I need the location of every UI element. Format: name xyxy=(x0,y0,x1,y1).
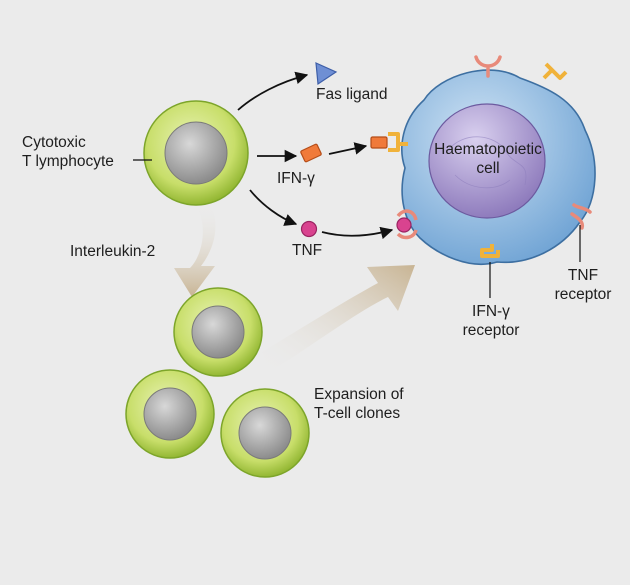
ifn-to-receptor-arrow xyxy=(328,142,368,155)
expansion-label: Expansion of T-cell clones xyxy=(314,385,404,423)
t-cell-clone xyxy=(220,388,310,478)
fas-ligand-label: Fas ligand xyxy=(316,86,388,103)
tnf-receptor-bound xyxy=(396,209,418,240)
interleukin-label: Interleukin-2 xyxy=(70,243,156,260)
cytotoxic-t-lymphocyte xyxy=(143,100,249,206)
t-cell-clone xyxy=(125,369,215,459)
ctl-label-line1: Cytotoxic xyxy=(22,134,86,151)
expansion-to-target-arrow xyxy=(262,265,415,372)
fas-ligand-icon xyxy=(315,62,338,86)
expansion-label-line1: Expansion of xyxy=(314,386,404,403)
tnf-arrow xyxy=(249,189,298,226)
ctl-label-line2: T lymphocyte xyxy=(22,153,114,170)
tnf-to-receptor-arrow xyxy=(321,226,394,240)
tnf-receptor-label: TNF receptor xyxy=(540,266,626,304)
ctl-label: Cytotoxic T lymphocyte xyxy=(22,133,114,171)
ifn-receptor-top-right xyxy=(542,62,568,80)
tnf-receptor-top xyxy=(474,55,502,78)
haematopoietic-label-line1: Haematopoietic xyxy=(434,141,542,158)
ifn-label: IFN-γ xyxy=(277,170,315,187)
tnf-icon xyxy=(300,220,318,238)
tnf-label: TNF xyxy=(292,242,323,259)
ifn-receptor-label: IFN-γ receptor xyxy=(448,302,534,340)
expansion-label-line2: T-cell clones xyxy=(314,405,401,422)
fas-ligand-arrow xyxy=(237,71,309,111)
haematopoietic-label: Haematopoietic cell xyxy=(428,140,548,178)
ifn-gamma-icon xyxy=(300,143,322,163)
ifn-receptor-bound xyxy=(370,132,408,152)
haematopoietic-cell xyxy=(401,69,596,266)
t-cell-clone xyxy=(173,287,263,377)
haematopoietic-label-line2: cell xyxy=(476,160,500,177)
interleukin-expansion-arrow xyxy=(174,203,216,297)
tnf-receptor-label-line1: TNF xyxy=(567,267,599,284)
ifn-receptor-label-line2: receptor xyxy=(462,322,520,339)
tnf-receptor-right xyxy=(570,203,592,230)
ifn-receptor-label-line1: IFN-γ xyxy=(472,303,510,320)
tnf-receptor-label-line2: receptor xyxy=(554,286,612,303)
ifn-receptor-bottom xyxy=(480,244,500,258)
